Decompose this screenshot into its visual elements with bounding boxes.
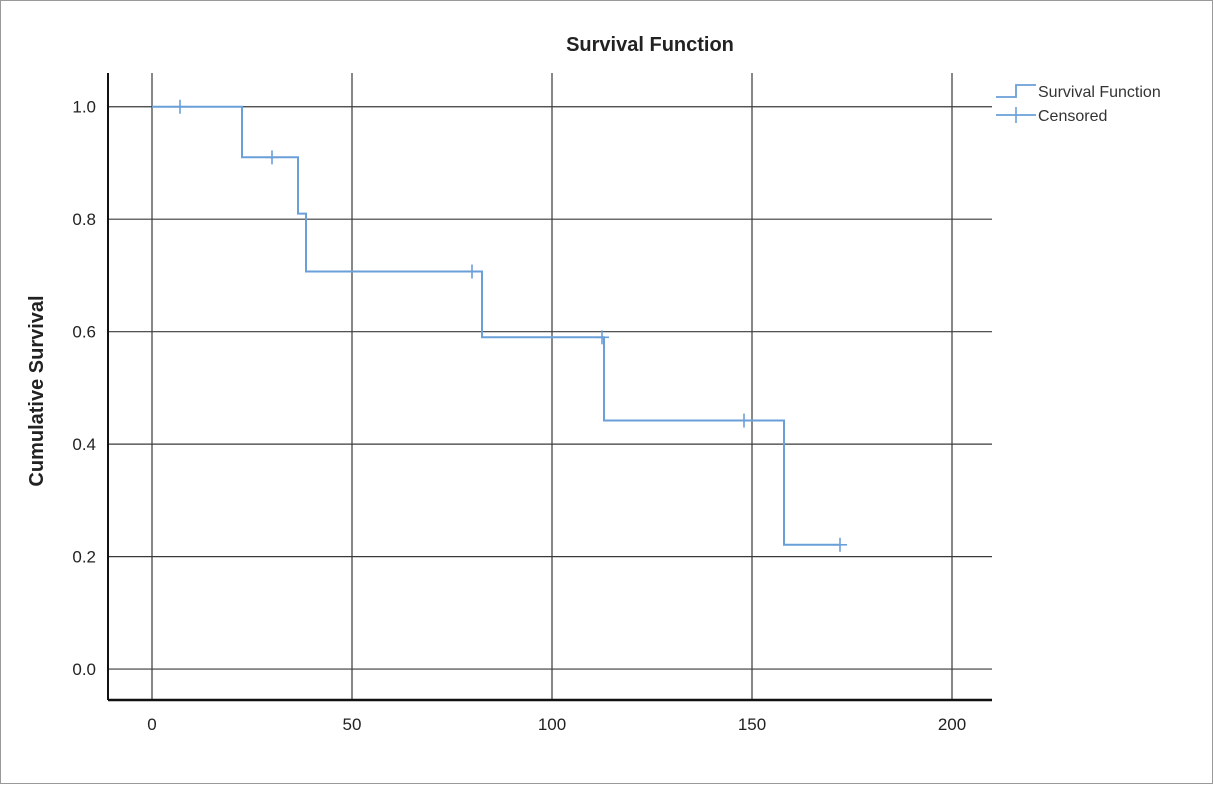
x-tick-label: 50 — [343, 715, 362, 734]
legend-item-survival-function: Survival Function — [996, 84, 1161, 101]
grid-lines — [108, 73, 992, 700]
y-tick-label: 0.0 — [72, 660, 96, 679]
censored-marker — [595, 330, 609, 345]
y-axis-label: Cumulative Survival — [26, 295, 48, 486]
x-tick-label: 100 — [538, 715, 566, 734]
x-tick-label: 0 — [147, 715, 156, 734]
legend-item-censored: Censored — [996, 107, 1107, 125]
x-tick-label: 150 — [738, 715, 766, 734]
y-tick-label: 0.2 — [72, 548, 96, 567]
y-tick-label: 1.0 — [72, 98, 96, 117]
censored-marker — [173, 99, 187, 114]
tick-labels: 0.0 0.2 0.4 0.6 0.8 1.0 0 50 100 150 200 — [72, 98, 966, 734]
axes — [107, 73, 992, 702]
censored-marker — [465, 264, 479, 279]
survival-step-line — [152, 105, 840, 546]
series-layer — [152, 99, 847, 552]
legend-label: Censored — [1038, 108, 1107, 125]
chart-title: Survival Function — [566, 34, 734, 56]
y-tick-label: 0.4 — [72, 435, 96, 454]
censored-marker — [737, 413, 751, 428]
censored-marker — [833, 537, 847, 552]
legend: Survival Function Censored — [996, 84, 1161, 125]
y-tick-label: 0.6 — [72, 323, 96, 342]
y-tick-label: 0.8 — [72, 210, 96, 229]
censored-marker — [265, 150, 279, 165]
legend-label: Survival Function — [1038, 84, 1161, 101]
legend-step-swatch — [996, 84, 1036, 98]
x-tick-label: 200 — [938, 715, 966, 734]
